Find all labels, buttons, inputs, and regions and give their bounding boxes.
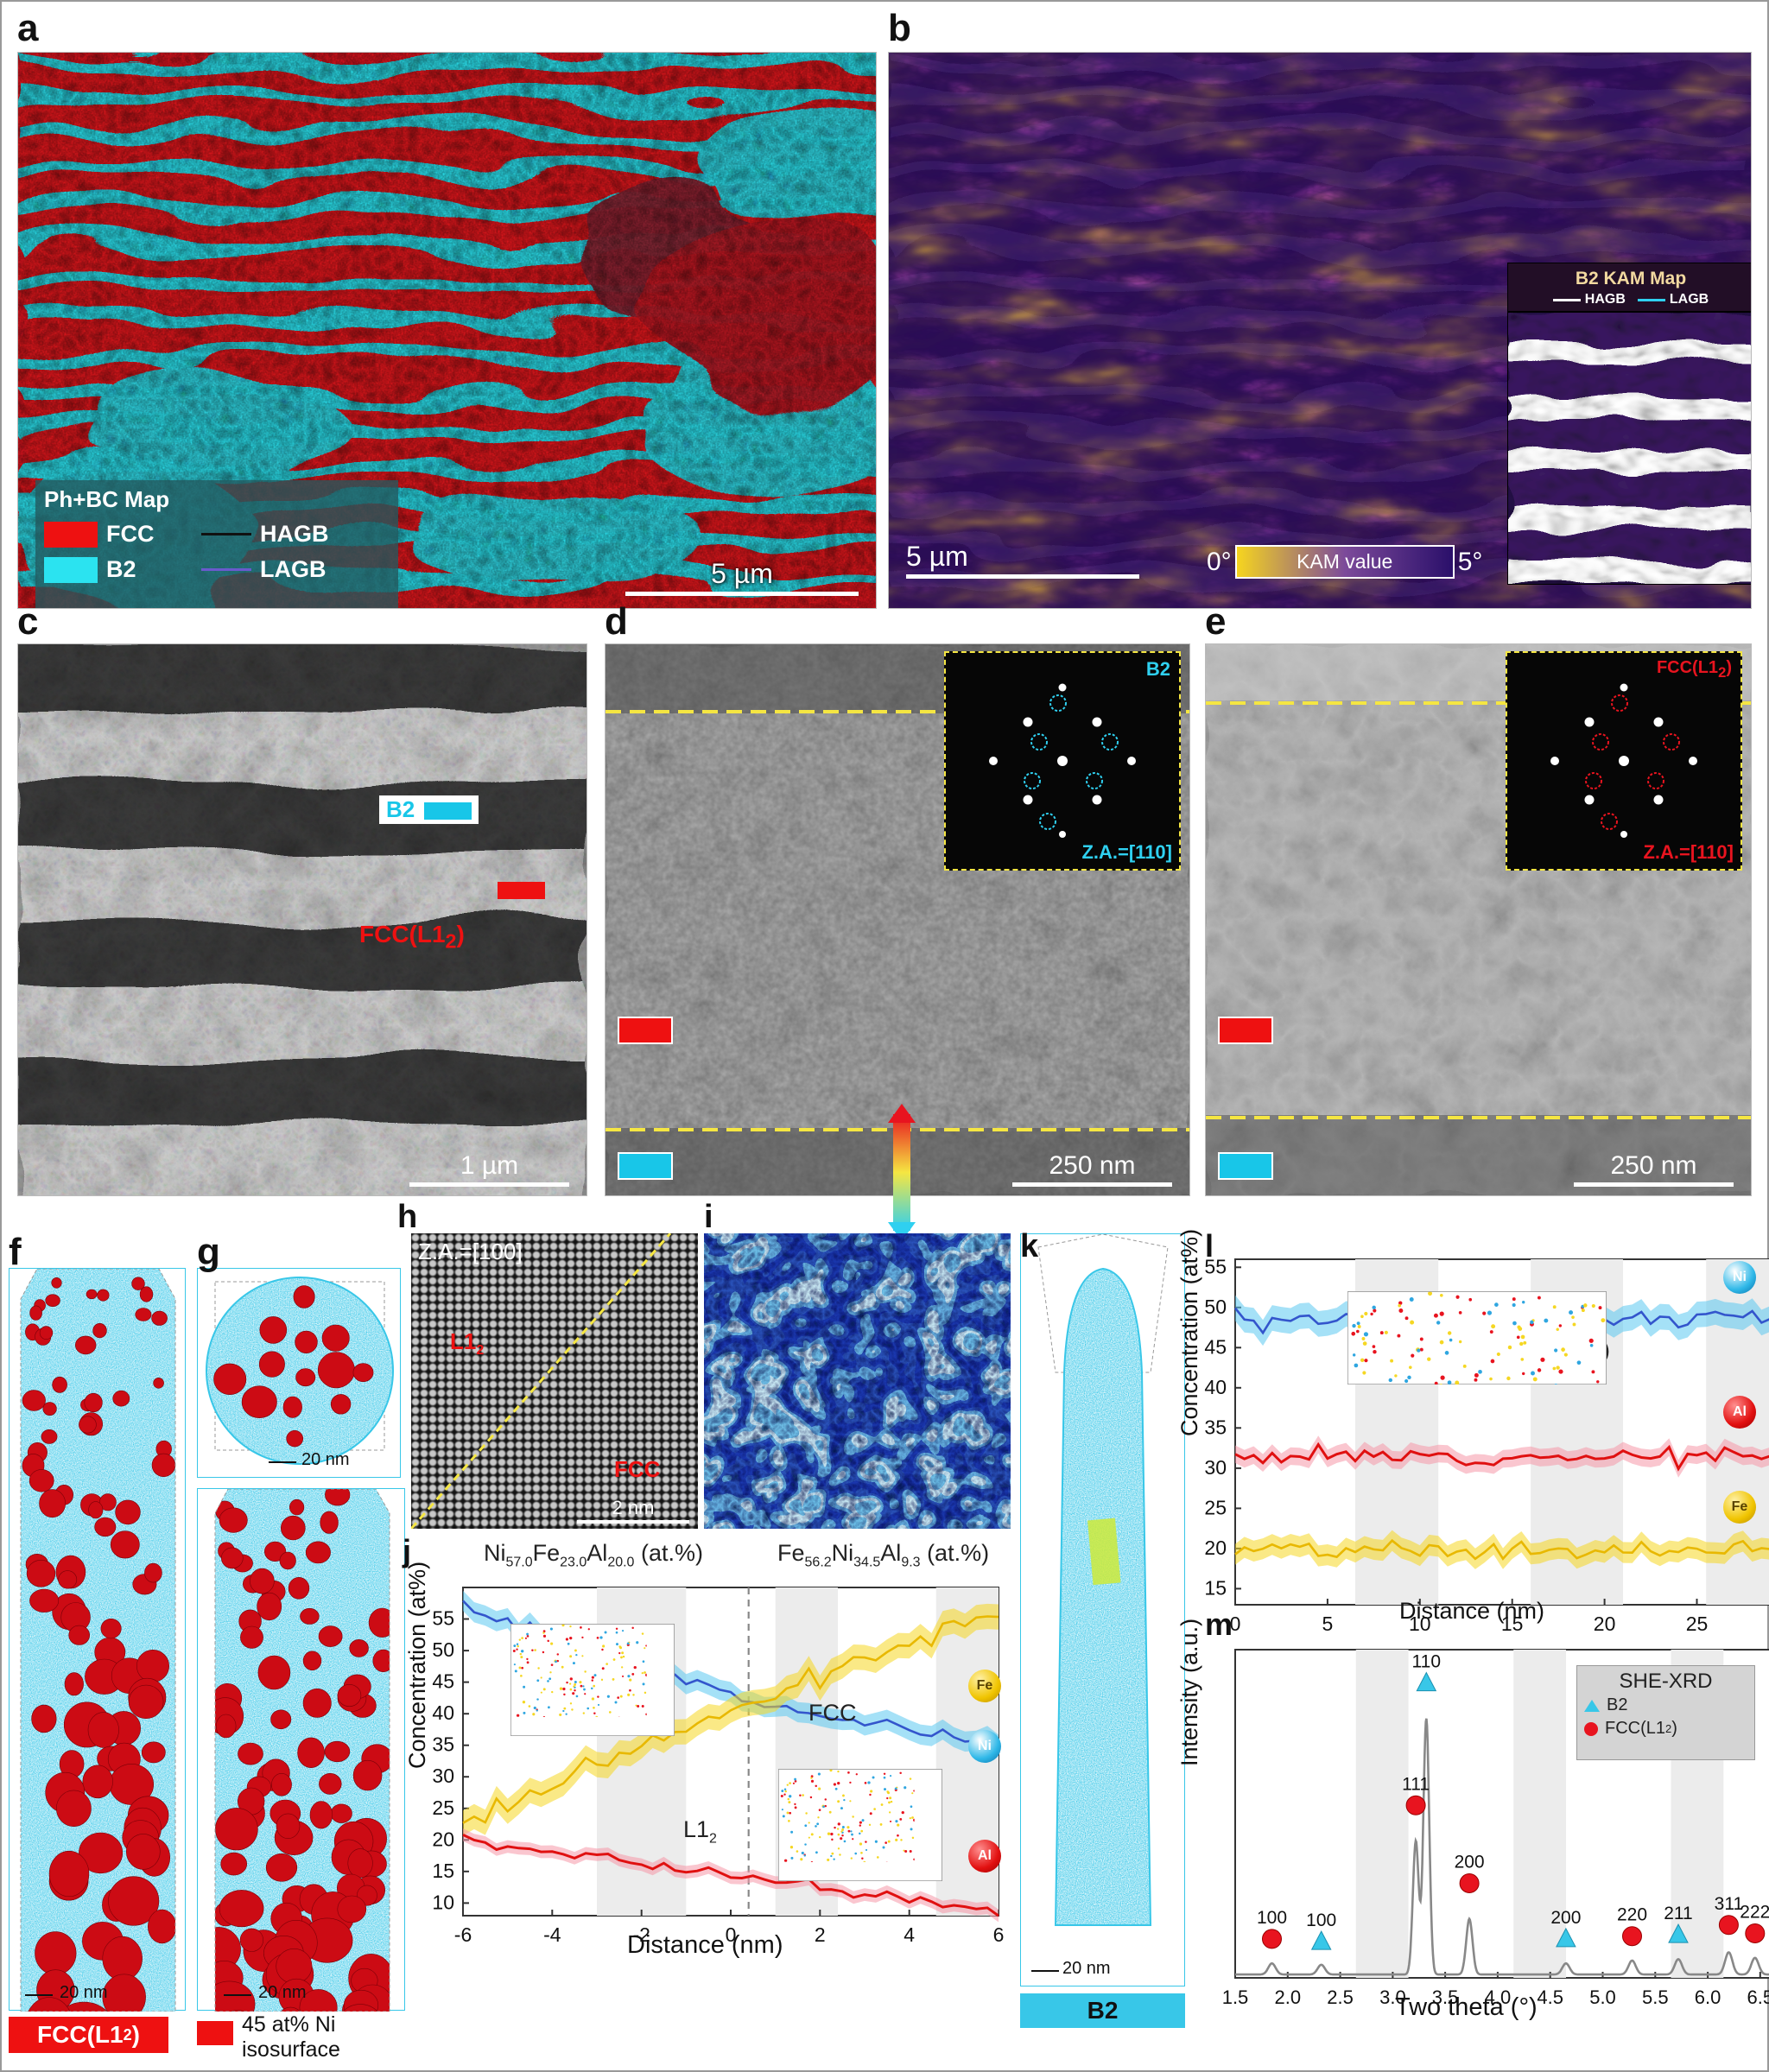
svg-text:15: 15	[1204, 1576, 1227, 1599]
svg-text:25: 25	[1204, 1496, 1227, 1518]
svg-text:311: 311	[1715, 1894, 1743, 1914]
svg-text:40: 40	[432, 1701, 454, 1724]
svg-text:-4: -4	[543, 1923, 561, 1946]
svg-text:20: 20	[1594, 1613, 1616, 1635]
svg-text:2: 2	[815, 1923, 826, 1946]
svg-text:6.0: 6.0	[1695, 1986, 1721, 2008]
svg-text:15: 15	[432, 1860, 454, 1882]
svg-text:6.5: 6.5	[1747, 1986, 1769, 2008]
svg-text:45: 45	[1204, 1335, 1227, 1358]
svg-text:40: 40	[1204, 1376, 1227, 1398]
svg-text:50: 50	[1204, 1296, 1227, 1318]
svg-text:100: 100	[1306, 1910, 1336, 1930]
svg-text:200: 200	[1455, 1853, 1485, 1872]
svg-text:100: 100	[1257, 1908, 1287, 1928]
svg-text:-6: -6	[454, 1923, 472, 1946]
svg-text:110: 110	[1412, 1652, 1441, 1672]
svg-text:111: 111	[1402, 1774, 1430, 1794]
svg-text:200: 200	[1550, 1908, 1581, 1928]
svg-text:35: 35	[1204, 1416, 1227, 1438]
svg-text:222: 222	[1740, 1903, 1769, 1923]
svg-text:6: 6	[993, 1923, 1005, 1946]
svg-text:35: 35	[432, 1733, 454, 1756]
svg-text:50: 50	[432, 1638, 454, 1661]
svg-text:1.5: 1.5	[1222, 1986, 1249, 2008]
svg-text:30: 30	[432, 1765, 454, 1787]
svg-text:4.5: 4.5	[1537, 1986, 1563, 2008]
svg-text:10: 10	[432, 1891, 454, 1913]
svg-text:220: 220	[1617, 1905, 1647, 1925]
svg-text:30: 30	[1204, 1456, 1227, 1479]
svg-text:2.5: 2.5	[1327, 1986, 1354, 2008]
svg-text:55: 55	[432, 1607, 454, 1630]
svg-text:5.5: 5.5	[1642, 1986, 1669, 2008]
svg-text:20: 20	[432, 1828, 454, 1850]
svg-text:25: 25	[1686, 1613, 1709, 1635]
svg-text:20: 20	[1204, 1537, 1227, 1559]
svg-text:25: 25	[432, 1796, 454, 1819]
svg-text:4: 4	[904, 1923, 915, 1946]
svg-text:5: 5	[1322, 1613, 1334, 1635]
svg-text:2.0: 2.0	[1275, 1986, 1302, 2008]
svg-text:5.0: 5.0	[1589, 1986, 1616, 2008]
svg-text:45: 45	[432, 1670, 454, 1693]
svg-text:211: 211	[1664, 1904, 1692, 1923]
